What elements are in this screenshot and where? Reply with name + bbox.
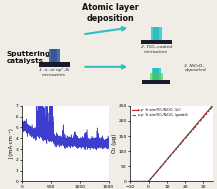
Bar (153, 68, 159, 80)
n-p⁺ Si wire/TiO₂/NiCrOₓ (Lit) (211, 104, 214, 106)
n-p⁺ Si wire/TiO₂/NiCrOₓ (graded) (129, 180, 132, 183)
Text: Atomic layer
deposition: Atomic layer deposition (82, 3, 139, 23)
n-p⁺ Si wire/TiO₂/NiCrOₓ (graded) (211, 105, 214, 108)
Bar (151, 68, 161, 80)
n-p⁺ Si wire/TiO₂/NiCrOₓ (graded) (174, 149, 176, 152)
Text: Sputtering
catalysts: Sputtering catalysts (7, 51, 51, 64)
Bar (150, 73, 163, 80)
Bar (39, 62, 70, 67)
Bar (142, 80, 170, 84)
n-p⁺ Si wire/TiO₂/NiCrOₓ (Lit) (209, 106, 212, 109)
Text: 2. TiO₂-coated
microwires: 2. TiO₂-coated microwires (141, 45, 172, 54)
n-p⁺ Si wire/TiO₂/NiCrOₓ (graded) (178, 144, 181, 146)
n-p⁺ Si wire/TiO₂/NiCrOₓ (Lit) (178, 144, 181, 146)
Line: n-p⁺ Si wire/TiO₂/NiCrOₓ (Lit): n-p⁺ Si wire/TiO₂/NiCrOₓ (Lit) (130, 105, 213, 181)
Text: 1. n- or np⁺-Si
microwires: 1. n- or np⁺-Si microwires (39, 68, 69, 77)
Line: n-p⁺ Si wire/TiO₂/NiCrOₓ (graded): n-p⁺ Si wire/TiO₂/NiCrOₓ (graded) (130, 106, 213, 181)
n-p⁺ Si wire/TiO₂/NiCrOₓ (graded) (168, 156, 171, 158)
n-p⁺ Si wire/TiO₂/NiCrOₓ (Lit) (169, 155, 171, 157)
n-p⁺ Si wire/TiO₂/NiCrOₓ (Lit) (196, 122, 199, 124)
Bar (153, 26, 159, 40)
n-p⁺ Si wire/TiO₂/NiCrOₓ (Lit) (174, 149, 176, 151)
Y-axis label: O₂ (μg): O₂ (μg) (112, 134, 117, 153)
n-p⁺ Si wire/TiO₂/NiCrOₓ (Lit) (129, 180, 132, 183)
n-p⁺ Si wire/TiO₂/NiCrOₓ (graded) (169, 155, 171, 158)
Legend: n-p⁺ Si wire/TiO₂/NiCrOₓ (Lit), n-p⁺ Si wire/TiO₂/NiCrOₓ (graded): n-p⁺ Si wire/TiO₂/NiCrOₓ (Lit), n-p⁺ Si … (132, 107, 188, 117)
Bar (151, 26, 161, 40)
n-p⁺ Si wire/TiO₂/NiCrOₓ (graded) (196, 122, 199, 125)
n-p⁺ Si wire/TiO₂/NiCrOₓ (graded) (209, 107, 212, 109)
Y-axis label: J (mA·cm⁻²): J (mA·cm⁻²) (9, 128, 14, 159)
n-p⁺ Si wire/TiO₂/NiCrOₓ (Lit) (168, 156, 171, 158)
Bar (141, 40, 172, 44)
Bar (51, 49, 57, 62)
Text: 3. NiCrOₓ
deposited: 3. NiCrOₓ deposited (184, 64, 206, 73)
Bar (49, 49, 59, 62)
